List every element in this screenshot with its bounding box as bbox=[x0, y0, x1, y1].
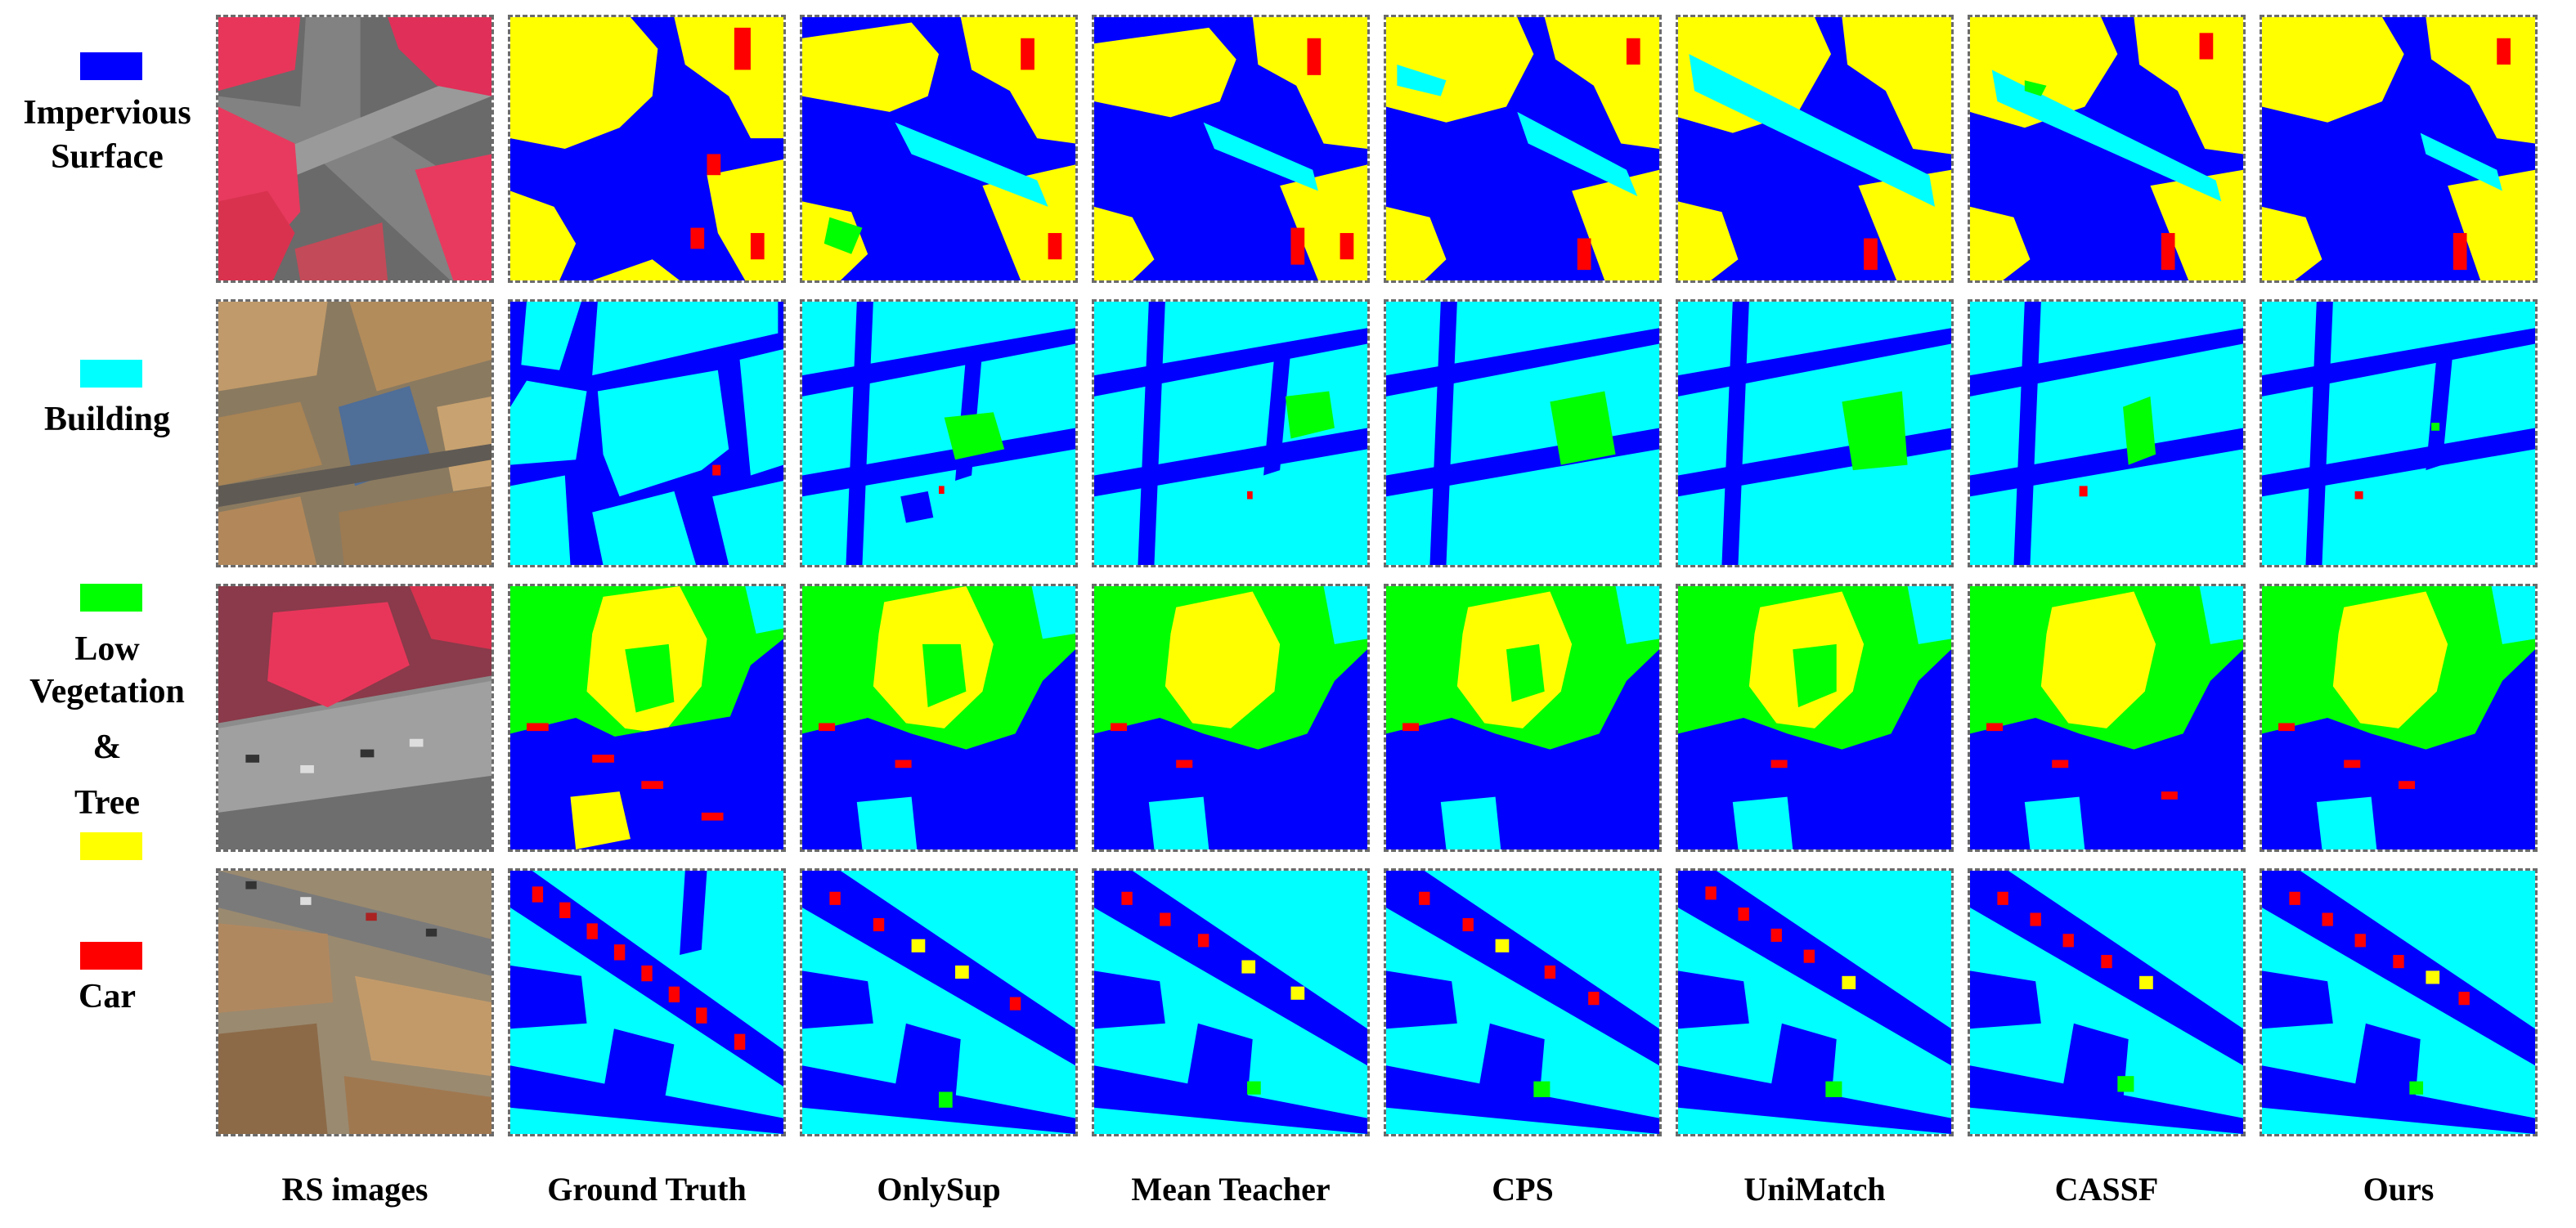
column-label-onlysup: OnlySup bbox=[877, 1171, 1001, 1208]
row3-unimatch bbox=[1676, 584, 1954, 852]
building-swatch bbox=[80, 360, 142, 388]
row2-ours bbox=[2260, 299, 2538, 567]
column-label-ground-truth: Ground Truth bbox=[547, 1171, 747, 1208]
building-label: Building bbox=[43, 401, 171, 438]
row4-cassf bbox=[1968, 868, 2246, 1136]
row1-ground-truth bbox=[508, 15, 786, 283]
row1-unimatch bbox=[1676, 15, 1954, 283]
row4-ours bbox=[2260, 868, 2538, 1136]
row4-cps bbox=[1384, 868, 1662, 1136]
column-label-cps: CPS bbox=[1492, 1171, 1554, 1208]
column-label-mean-teacher: Mean Teacher bbox=[1131, 1171, 1331, 1208]
row1-onlysup bbox=[800, 15, 1078, 283]
tree-label: Tree bbox=[74, 784, 141, 822]
column-label-rs-images: RS images bbox=[281, 1171, 429, 1208]
row1-cassf bbox=[1968, 15, 2246, 283]
column-label-cassf: CASSF bbox=[2054, 1171, 2159, 1208]
row4-ground-truth bbox=[508, 868, 786, 1136]
row3-onlysup bbox=[800, 584, 1078, 852]
row3-ours bbox=[2260, 584, 2538, 852]
impervious-surface-label-line2: Surface bbox=[51, 138, 164, 176]
row2-cassf bbox=[1968, 299, 2246, 567]
impervious-surface-swatch bbox=[80, 52, 142, 80]
class-legend: Impervious Surface Building Low Vegetati… bbox=[0, 0, 214, 1145]
low-vegetation-label-line1: Low bbox=[74, 630, 140, 668]
low-vegetation-label-line2: Vegetation bbox=[29, 673, 185, 710]
row1-ours bbox=[2260, 15, 2538, 283]
car-label: Car bbox=[79, 978, 136, 1015]
row2-cps bbox=[1384, 299, 1662, 567]
row3-mean-teacher bbox=[1092, 584, 1370, 852]
row3-rs-image bbox=[216, 584, 494, 852]
car-swatch bbox=[80, 942, 142, 970]
column-label-ours: Ours bbox=[2363, 1171, 2435, 1208]
impervious-surface-label-line1: Impervious bbox=[23, 94, 191, 132]
legend-ampersand: & bbox=[92, 728, 122, 766]
row2-unimatch bbox=[1676, 299, 1954, 567]
row2-rs-image bbox=[216, 299, 494, 567]
row2-ground-truth bbox=[508, 299, 786, 567]
row3-cassf bbox=[1968, 584, 2246, 852]
row4-unimatch bbox=[1676, 868, 1954, 1136]
row3-cps bbox=[1384, 584, 1662, 852]
row4-onlysup bbox=[800, 868, 1078, 1136]
row1-mean-teacher bbox=[1092, 15, 1370, 283]
tree-swatch bbox=[80, 832, 142, 860]
row1-cps bbox=[1384, 15, 1662, 283]
row2-mean-teacher bbox=[1092, 299, 1370, 567]
low-vegetation-swatch bbox=[80, 584, 142, 612]
column-label-unimatch: UniMatch bbox=[1744, 1171, 1886, 1208]
row2-onlysup bbox=[800, 299, 1078, 567]
row1-rs-image bbox=[216, 15, 494, 283]
row4-mean-teacher bbox=[1092, 868, 1370, 1136]
row4-rs-image bbox=[216, 868, 494, 1136]
row3-ground-truth bbox=[508, 584, 786, 852]
